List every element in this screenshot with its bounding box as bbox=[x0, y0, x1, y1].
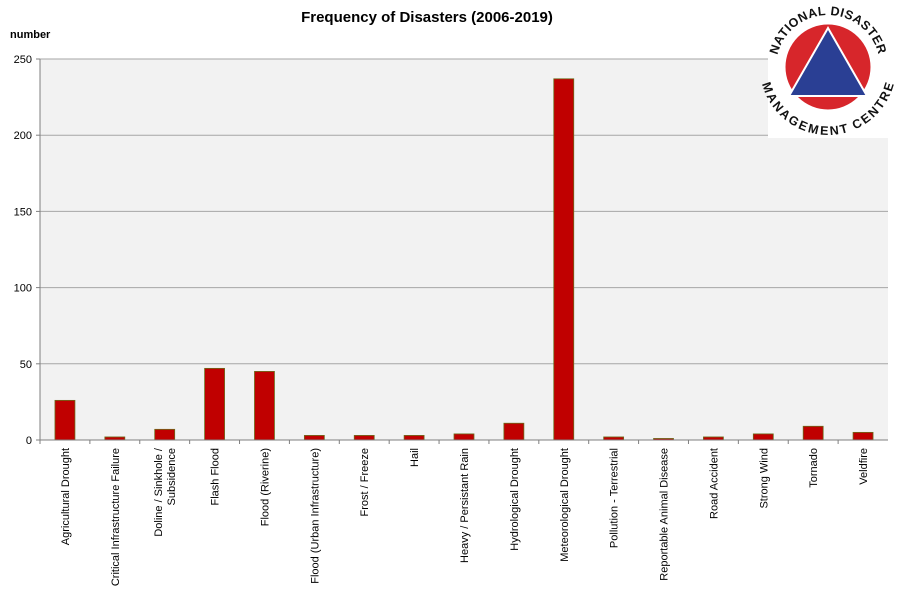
x-axis-ticks: Agricultural Drought Critical Infrastruct… bbox=[39, 440, 870, 586]
x-tick-label: Strong Wind bbox=[758, 448, 770, 509]
x-tick-label: Veldfire bbox=[858, 448, 870, 485]
logo-ring bbox=[782, 21, 874, 113]
bar bbox=[254, 371, 275, 441]
x-tick-label: Meteorological Drought bbox=[559, 448, 571, 562]
y-axis-ticks: 0 50 100 150 200 250 bbox=[14, 54, 40, 447]
plot-area bbox=[40, 59, 888, 440]
bar bbox=[154, 428, 176, 441]
x-tick-label: Flood (Urban Infrastructure) bbox=[309, 448, 321, 584]
chart-title: Frequency of Disasters (2006-2019) bbox=[301, 9, 553, 26]
x-tick-label: Flash Flood bbox=[210, 448, 222, 505]
x-tick-label: Tornado bbox=[808, 448, 820, 488]
x-tick-label: Frost / Freeze bbox=[359, 448, 371, 516]
bar bbox=[752, 433, 774, 441]
bar bbox=[54, 399, 76, 441]
bar bbox=[403, 435, 425, 441]
x-tick-label: Agricultural Drought bbox=[60, 448, 72, 545]
x-tick-label: Subsidence bbox=[166, 448, 178, 506]
gridlines bbox=[40, 58, 888, 365]
bar bbox=[503, 422, 525, 441]
x-tick-label: Doline / Sinkhole / bbox=[153, 447, 165, 537]
bar bbox=[553, 78, 575, 441]
x-tick-label: Reportable Animal Disease bbox=[659, 448, 671, 581]
y-tick-label: 50 bbox=[20, 359, 32, 371]
bar bbox=[852, 431, 874, 441]
x-tick-label: Flood (Riverine) bbox=[259, 448, 271, 526]
y-tick-label: 200 bbox=[14, 130, 32, 142]
x-tick-label: Critical Infrastructure Failure bbox=[110, 448, 122, 586]
x-tick-label: Road Accident bbox=[708, 448, 720, 519]
logo-triangle bbox=[787, 25, 869, 97]
bar bbox=[453, 433, 475, 441]
bar-series bbox=[54, 78, 874, 441]
y-tick-label: 0 bbox=[26, 435, 32, 447]
x-tick-label: Pollution - Terrestrial bbox=[609, 448, 621, 548]
y-tick-label: 250 bbox=[14, 54, 32, 66]
x-tick-label: Hail bbox=[409, 448, 421, 467]
x-tick-label: Hydrological Drought bbox=[509, 448, 521, 551]
ndmc-logo: NATIONAL DISASTER MANAGEMENT CENTRE bbox=[759, 4, 896, 138]
axes bbox=[39, 59, 888, 441]
y-tick-label: 100 bbox=[14, 283, 32, 295]
y-axis-unit-label: number bbox=[10, 29, 51, 41]
bar bbox=[303, 435, 325, 441]
bar bbox=[204, 367, 225, 441]
bar bbox=[802, 425, 824, 441]
y-tick-label: 150 bbox=[14, 206, 32, 218]
bar bbox=[353, 435, 375, 441]
x-tick-label: Heavy / Persistant Rain bbox=[459, 448, 471, 563]
